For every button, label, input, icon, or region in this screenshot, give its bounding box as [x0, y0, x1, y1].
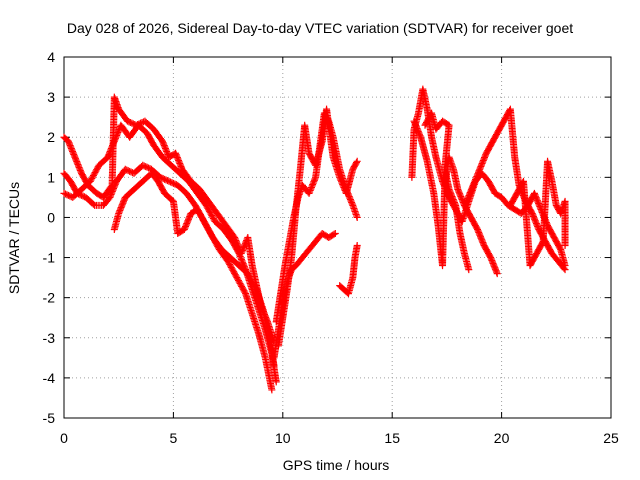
- x-axis-label: GPS time / hours: [283, 457, 390, 473]
- x-tick-label: 25: [603, 430, 619, 446]
- data-point: [241, 288, 249, 296]
- series-track-10: [410, 117, 501, 278]
- y-tick-label: 3: [47, 89, 55, 105]
- series-track-8: [336, 242, 361, 298]
- data-point: [561, 242, 569, 250]
- data-point: [353, 157, 361, 165]
- y-tick-label: -4: [43, 370, 56, 386]
- y-tick-label: 4: [47, 49, 55, 65]
- chart-title: Day 028 of 2026, Sidereal Day-to-day VTE…: [67, 20, 573, 36]
- data-point: [89, 200, 97, 208]
- data-point: [352, 159, 360, 167]
- data-point: [493, 270, 501, 278]
- data-point: [331, 229, 339, 237]
- data-point: [465, 266, 473, 274]
- y-tick-label: 0: [47, 209, 55, 225]
- x-tick-label: 10: [275, 430, 291, 446]
- x-tick-label: 5: [170, 430, 178, 446]
- data-point: [538, 239, 546, 247]
- y-tick-label: -3: [43, 330, 56, 346]
- y-tick-label: -2: [43, 290, 56, 306]
- y-tick-label: -5: [43, 410, 56, 426]
- data-point: [353, 242, 361, 250]
- data-point: [272, 378, 280, 386]
- series-track-13: [506, 157, 569, 270]
- data-point: [268, 386, 276, 394]
- y-tick-label: -1: [43, 250, 56, 266]
- data-point: [353, 213, 361, 221]
- x-tick-label: 20: [494, 430, 510, 446]
- series-track-7: [274, 105, 361, 350]
- series-track-11: [421, 109, 473, 274]
- axis-ticks: 0 5 10 15 20 25 -5 -4 -3 -2 -1 0 1 2 3 4: [43, 49, 619, 446]
- y-tick-label: 2: [47, 129, 55, 145]
- data-point: [107, 183, 115, 191]
- data-points: [60, 85, 569, 394]
- data-point: [556, 244, 564, 252]
- data-point: [270, 362, 278, 370]
- plot-frame: [63, 56, 612, 419]
- series-track-3: [60, 93, 278, 346]
- x-tick-label: 0: [60, 430, 68, 446]
- x-tick-label: 15: [384, 430, 400, 446]
- data-point: [561, 266, 569, 274]
- y-axis-label: SDTVAR / TECUs: [6, 182, 22, 294]
- data-point: [330, 230, 338, 238]
- data-point: [560, 264, 568, 272]
- series-track-4: [110, 169, 278, 370]
- y-tick-label: 1: [47, 169, 55, 185]
- grid: [64, 57, 611, 418]
- data-point: [252, 284, 260, 292]
